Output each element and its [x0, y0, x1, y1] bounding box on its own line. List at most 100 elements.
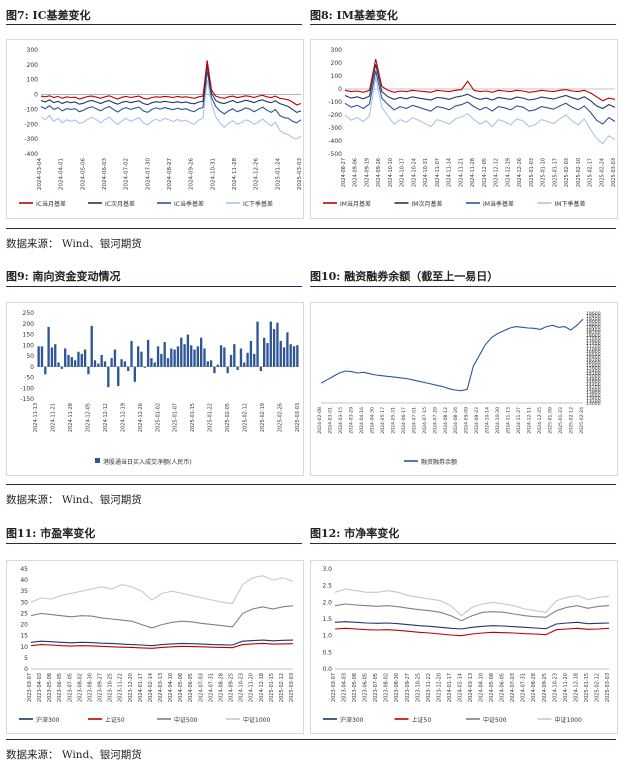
bar: [253, 353, 256, 367]
bar: [140, 351, 143, 367]
bar: [136, 346, 140, 367]
x-tick-label: 2023-04-03: [342, 673, 348, 702]
y-tick-label: 13400: [586, 396, 601, 402]
legend-label: IC当季基差: [174, 200, 204, 208]
x-tick-label: 2024-01-17: [447, 673, 453, 702]
fig12-title: 图12: 市净率变化: [310, 527, 400, 540]
y-tick-label: -300: [24, 136, 38, 143]
legend-label: 中证1000: [243, 716, 270, 724]
x-tick-label: 2024-10-14: [485, 407, 491, 434]
bar: [209, 360, 213, 367]
x-tick-label: 2025-01-15: [584, 673, 590, 702]
x-tick-label: 2024-04-01: [59, 158, 65, 190]
y-tick-label: 50: [26, 353, 34, 360]
chart-3-group: 1960019400192001900018800186001840018200…: [317, 311, 601, 466]
x-tick-label: 2024-04-16: [359, 407, 365, 434]
x-tick-label: 2023-06-05: [363, 673, 369, 702]
y-tick-label: 200: [27, 62, 39, 69]
x-tick-label: 2023-03-07: [331, 673, 337, 702]
x-tick-label: 2024-05-08: [489, 673, 495, 702]
x-tick-label: 2024-09-26: [189, 158, 195, 190]
y-tick-label: 300: [27, 47, 39, 54]
x-tick-label: 2024-09-09: [464, 407, 470, 434]
im-basis-chart: 300 200 100 0 -100 -200 -300 -400 -5002024-08-27…: [323, 47, 617, 208]
bar: [127, 366, 130, 372]
x-tick-label: 2024-02-14: [148, 673, 154, 702]
rule-2: [6, 484, 616, 485]
x-tick-label: 2024-11-07: [435, 158, 441, 187]
y-tick-label: 16800: [586, 349, 601, 355]
x-tick-label: 2023-08-30: [87, 673, 93, 702]
legend-label: 上证50: [412, 716, 432, 724]
x-tick-label: 2024-11-28: [232, 158, 238, 190]
legend-label: IM当月基差: [340, 200, 371, 208]
x-tick-label: 2024-12-19: [505, 158, 511, 187]
bar: [93, 360, 97, 367]
legend-label: 沪深300: [36, 716, 60, 724]
bar: [133, 366, 136, 382]
bar: [196, 346, 200, 367]
bar: [193, 349, 196, 367]
x-tick-label: 2024-09-26: [376, 158, 382, 187]
x-tick-label: 2024-06-05: [188, 673, 194, 702]
fig8-panel: 300 200 100 0 -100 -200 -300 -400 -500 2024-08-27…: [310, 39, 618, 219]
legend-label: 中证1000: [555, 716, 582, 724]
bar: [272, 329, 276, 367]
x-tick-label: 2023-09-27: [405, 673, 411, 702]
legend-label: 中证500: [174, 716, 198, 724]
y-tick-label: 15: [20, 633, 28, 640]
x-tick-label: 2023-03-07: [27, 673, 33, 702]
y-tick-label: 2.0: [322, 599, 332, 606]
bar: [107, 366, 110, 388]
x-tick-label: 2024-10-23: [552, 673, 558, 702]
legend-label: IM下季基差: [555, 200, 586, 208]
x-tick-label: 2024-07-31: [208, 673, 214, 702]
x-tick-label: 2025-01-02: [155, 403, 161, 432]
x-tick-label: 2025-02-05: [225, 403, 231, 432]
source-note-3: 数据来源： Wind、银河期货: [6, 749, 142, 761]
fig7-title: 图7: IC基差变化: [6, 9, 91, 22]
x-tick-label: 2023-08-02: [384, 673, 390, 702]
y-tick-label: -100: [328, 99, 342, 106]
x-tick-label: 2024-04-10: [479, 673, 485, 702]
x-tick-label: 2024-10-10: [388, 158, 394, 187]
fig11-title: 图11: 市盈率变化: [6, 527, 96, 540]
bar: [190, 345, 193, 367]
x-tick-label: 2023-06-05: [57, 673, 63, 702]
x-tick-label: 2024-03-13: [158, 673, 164, 702]
x-tick-label: 2025-02-19: [260, 403, 266, 432]
bar: [239, 348, 243, 367]
y-tick-label: 0: [24, 666, 28, 673]
bar: [87, 366, 90, 375]
y-tick-label: 13600: [586, 393, 601, 399]
bar: [233, 344, 236, 367]
x-tick-label: 2024-10-17: [400, 158, 406, 187]
bar: [57, 362, 60, 367]
x-tick-label: 2024-08-12: [443, 407, 449, 434]
bar: [160, 353, 163, 367]
series-line: [344, 70, 616, 125]
x-tick-label: 2024-09-25: [542, 673, 548, 702]
bar: [40, 346, 44, 367]
y-tick-label: 0.5: [322, 649, 332, 656]
bar: [44, 366, 47, 375]
fig9-panel: 250 200 150 100 50 0 -50 -100 -150 2024-11-13 2024…: [6, 302, 304, 476]
x-tick-label: 2024-12-12: [494, 158, 500, 187]
y-tick-label: 19200: [586, 316, 601, 322]
y-tick-label: 17200: [586, 344, 601, 350]
legend-label: IM当季基差: [483, 200, 514, 208]
y-tick-label: 14200: [586, 385, 601, 391]
x-tick-label: 2024-11-27: [516, 407, 522, 434]
series-line: [344, 77, 616, 145]
y-tick-label: 13800: [586, 390, 601, 396]
y-tick-label: 19000: [586, 319, 601, 325]
x-tick-label: 2024-07-31: [521, 673, 527, 702]
bar: [186, 334, 190, 367]
x-tick-label: 2024-12-12: [103, 403, 109, 432]
x-tick-label: 2024-11-21: [458, 158, 464, 187]
bar: [256, 321, 259, 367]
bar: [70, 357, 73, 367]
